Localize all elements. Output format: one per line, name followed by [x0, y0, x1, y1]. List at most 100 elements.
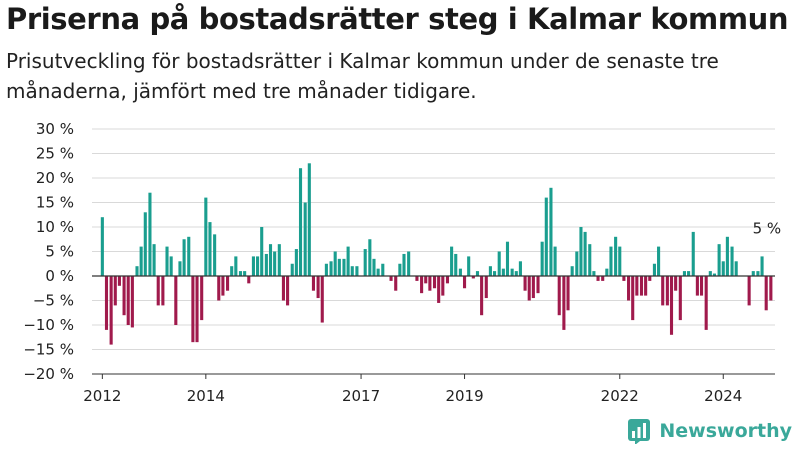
bar	[329, 261, 333, 276]
bar	[273, 251, 277, 276]
bar	[394, 276, 398, 291]
bar	[652, 263, 656, 276]
bar	[195, 276, 199, 343]
bar	[126, 276, 130, 325]
bar	[730, 246, 734, 276]
bar	[717, 244, 721, 276]
bar	[639, 276, 644, 296]
bar	[531, 276, 535, 299]
bar	[674, 276, 678, 291]
x-tick-label: 2019	[445, 387, 483, 405]
bar	[769, 276, 773, 301]
bar	[268, 244, 273, 276]
bar	[350, 266, 354, 276]
bar	[182, 239, 186, 276]
bar	[669, 276, 674, 335]
bar	[467, 256, 471, 276]
chart-subtitle: Prisutveckling för bostadsrätter i Kalma…	[6, 49, 719, 103]
bar	[760, 256, 764, 276]
bar	[100, 217, 104, 276]
bar	[618, 246, 622, 276]
bar	[213, 234, 217, 276]
bar	[596, 276, 600, 281]
bar	[601, 276, 605, 281]
bar	[135, 266, 139, 276]
bar	[376, 268, 380, 276]
bar	[480, 276, 484, 316]
bar	[307, 163, 311, 276]
bar	[592, 271, 596, 276]
y-axis-labels: −20 % −15 % −10 % −5 % 0 % 5 % 10 % 15 % 20 % 25 …	[23, 120, 74, 383]
latest-value-annotation: 5 %	[753, 220, 782, 238]
bar	[432, 276, 437, 289]
bar	[398, 263, 402, 276]
y-tick-label: −10 %	[23, 316, 74, 334]
chart-title: Priserna på bostadsrätter steg i Kalmar …	[6, 2, 789, 36]
bar	[475, 271, 480, 276]
bar	[402, 253, 406, 276]
bar	[549, 187, 553, 276]
bar	[575, 251, 579, 276]
bar	[117, 276, 121, 286]
bar	[389, 276, 393, 281]
bar	[148, 192, 152, 276]
bar	[553, 246, 557, 276]
bar	[687, 271, 691, 276]
bar	[368, 239, 372, 276]
bar-series	[100, 163, 773, 345]
bar	[614, 236, 618, 276]
bar	[562, 276, 566, 330]
bar	[355, 266, 359, 276]
bar	[583, 231, 587, 276]
y-tick-label: −20 %	[23, 365, 74, 383]
bar	[734, 261, 738, 276]
bar	[544, 197, 548, 276]
bar	[445, 276, 450, 284]
bar	[104, 276, 109, 330]
bar	[627, 276, 631, 301]
bar	[665, 276, 669, 306]
bar	[247, 276, 251, 284]
bar	[337, 258, 341, 276]
bar	[458, 268, 462, 276]
bar	[277, 244, 281, 276]
bar	[605, 268, 609, 276]
bar	[691, 231, 695, 276]
bar	[450, 246, 454, 276]
bar	[372, 258, 376, 276]
bar	[570, 266, 574, 276]
bar	[342, 258, 346, 276]
bar	[169, 256, 173, 276]
bar	[152, 244, 156, 276]
bar	[415, 276, 419, 281]
bar	[695, 276, 699, 296]
y-tick-label: 5 %	[45, 243, 74, 261]
bar	[648, 276, 652, 281]
bar	[661, 276, 665, 306]
bar	[238, 271, 243, 276]
x-tick-label: 2017	[342, 387, 380, 405]
bar	[286, 276, 290, 306]
bar	[712, 273, 717, 276]
x-tick-label: 2012	[83, 387, 121, 405]
bar	[725, 236, 729, 276]
bar	[501, 268, 505, 276]
bar	[303, 202, 307, 276]
bar	[208, 222, 212, 276]
bar	[264, 253, 268, 276]
bar	[346, 246, 350, 276]
y-tick-label: 25 %	[36, 145, 74, 163]
bar	[635, 276, 639, 296]
x-tick-label: 2024	[704, 387, 742, 405]
chart-logo-icon	[628, 419, 651, 444]
bar	[204, 197, 208, 276]
bar	[704, 276, 708, 330]
bar	[260, 227, 264, 276]
bar	[699, 276, 704, 296]
bar	[437, 276, 441, 303]
bar	[130, 276, 134, 328]
bar	[226, 276, 230, 291]
bar	[756, 271, 760, 276]
bar	[243, 271, 247, 276]
